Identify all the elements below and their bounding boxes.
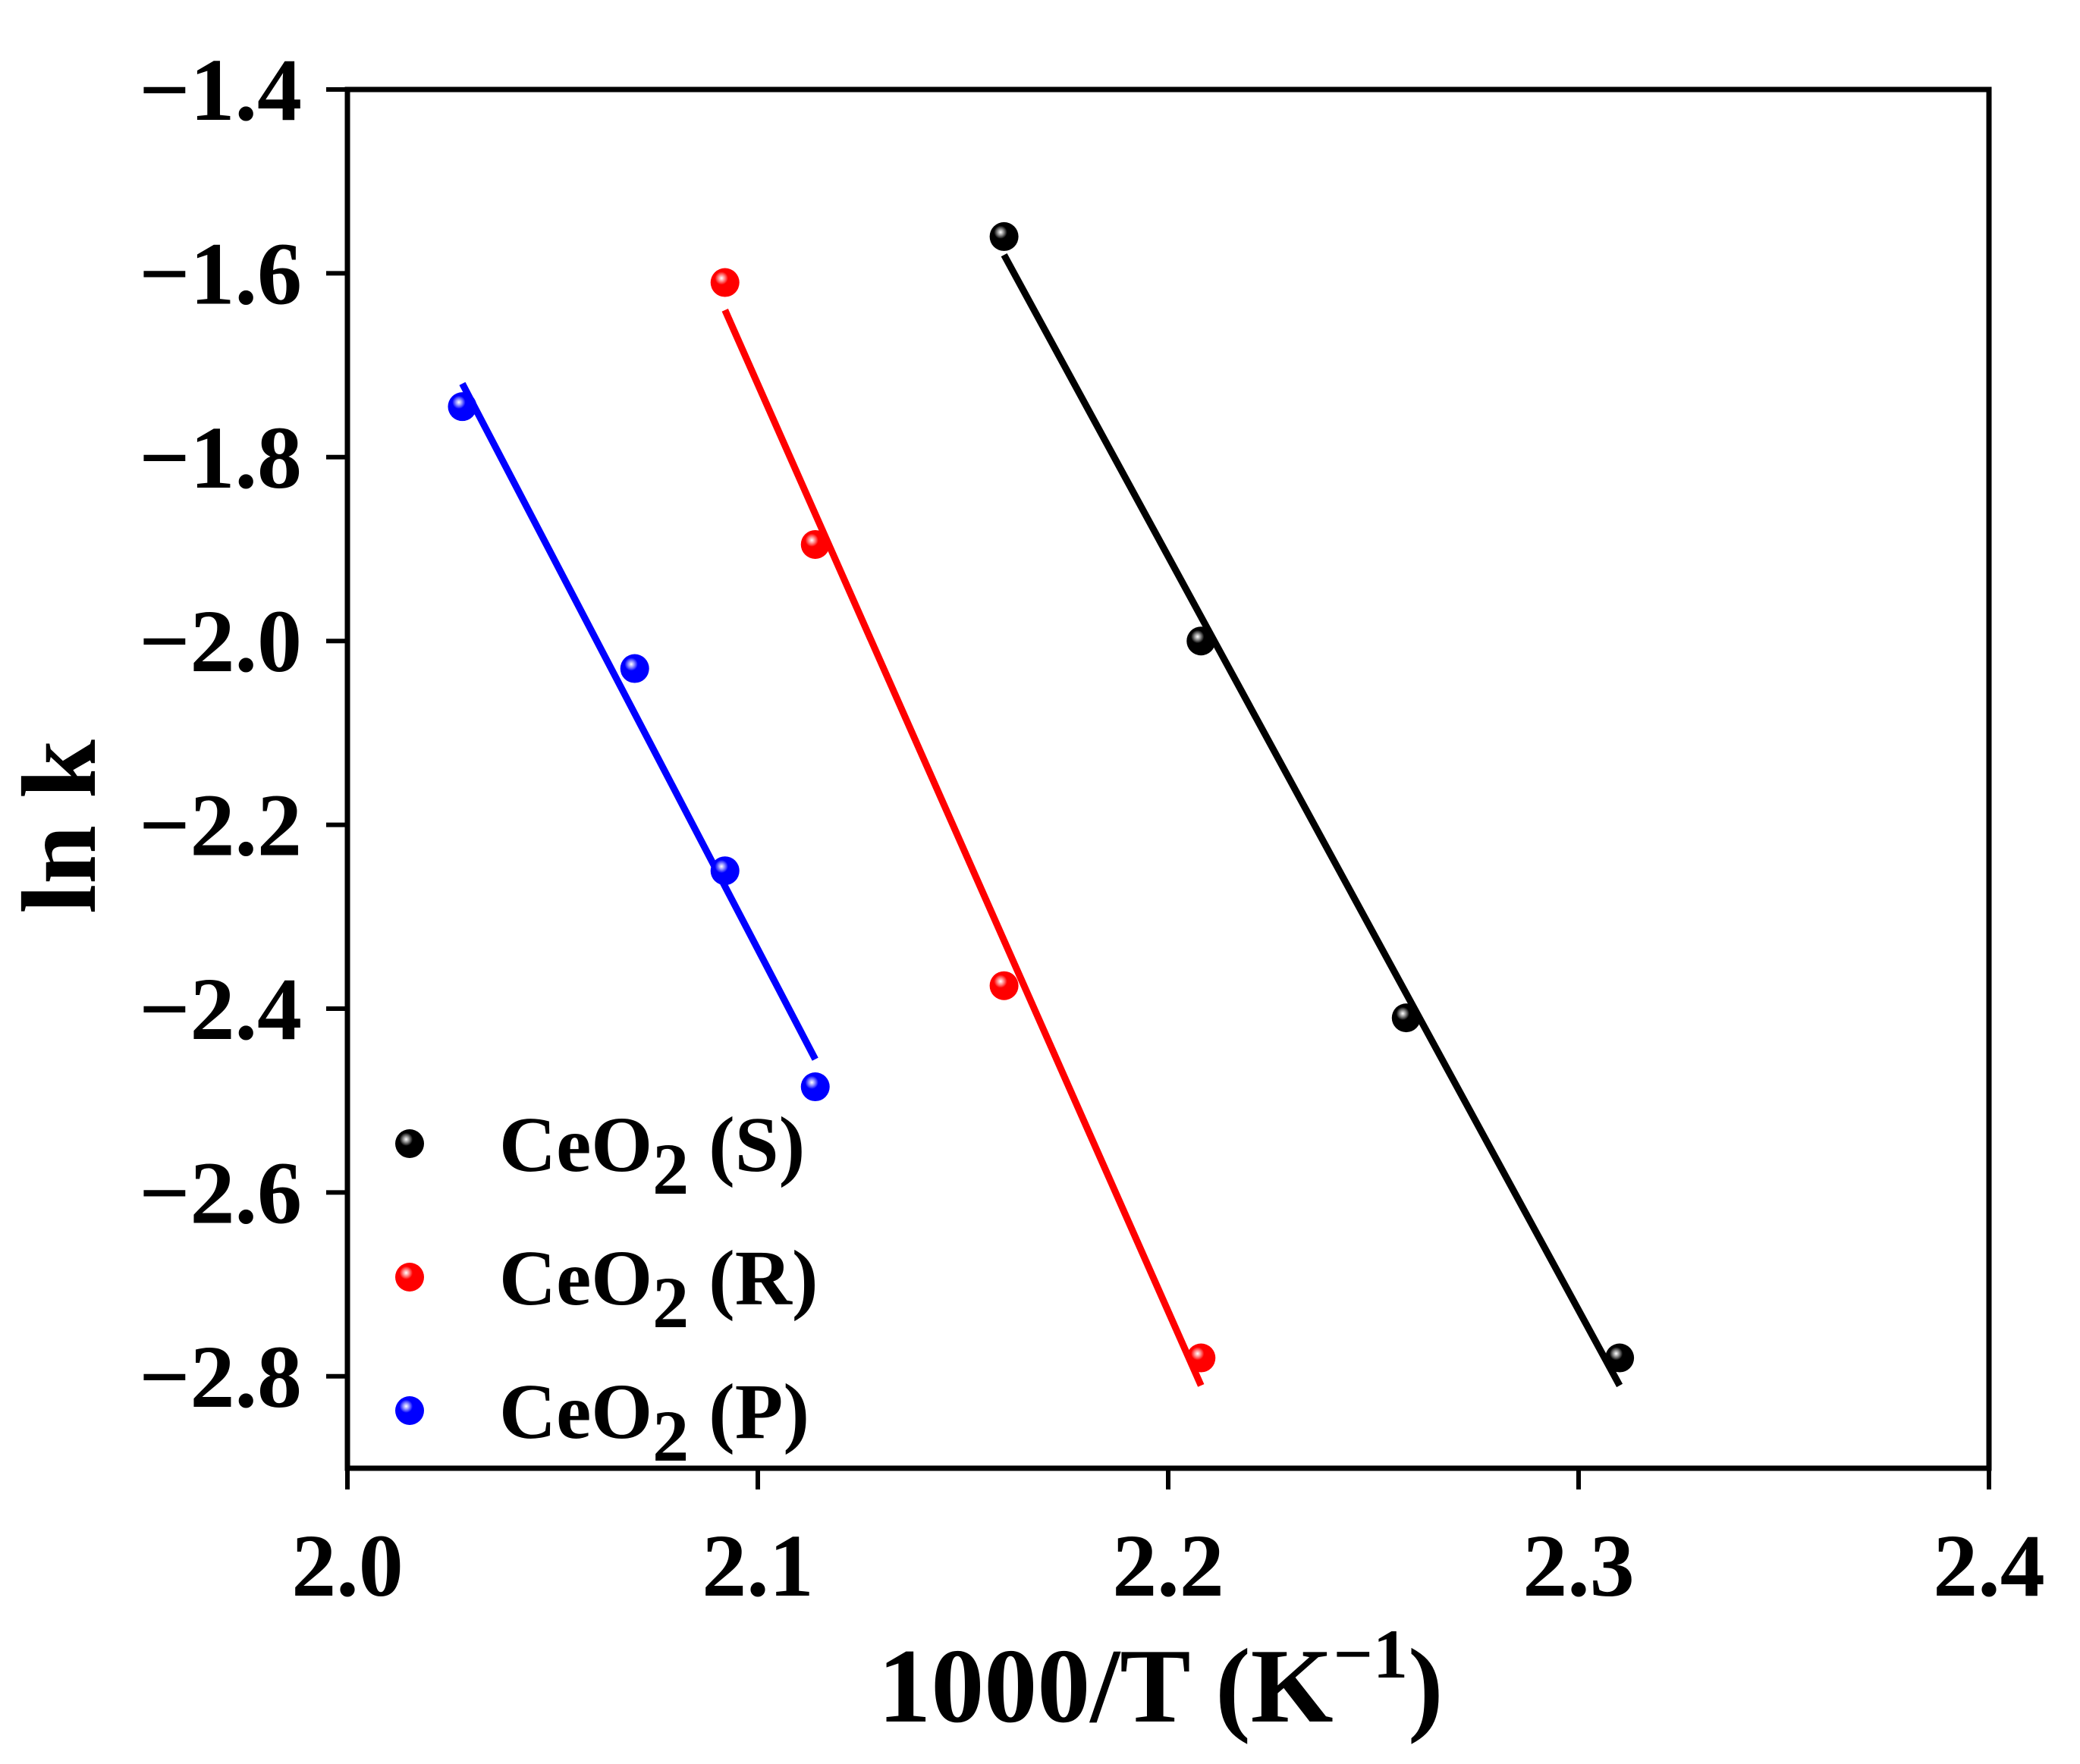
x-tick-label: 2.4: [1933, 1516, 2045, 1615]
data-point: [710, 268, 740, 297]
fit-line-0: [1001, 253, 1623, 1388]
data-points: [448, 221, 1635, 1373]
y-tick-label: −2.2: [139, 776, 302, 875]
y-tick-label: −2.0: [139, 592, 302, 691]
data-point: [710, 856, 740, 886]
y-tick-label: −2.8: [139, 1327, 302, 1427]
y-tick-label: −2.4: [139, 959, 302, 1059]
x-axis-title-superscript: −1: [1334, 1615, 1408, 1693]
fit-line-2: [459, 381, 818, 1061]
data-point: [1605, 1343, 1635, 1373]
legend-marker: [395, 1129, 424, 1158]
y-tick-label: −1.4: [139, 40, 302, 140]
y-tick-label: −1.6: [139, 224, 302, 323]
legend-marker: [395, 1396, 424, 1425]
legend-item: CeO2 (R): [395, 1235, 818, 1343]
x-tick-label: 2.1: [702, 1516, 814, 1615]
x-tick-label: 2.3: [1522, 1516, 1635, 1615]
data-point: [1391, 1003, 1421, 1033]
x-axis-ticks: 2.0 2.1 2.2 2.3 2.4: [291, 1468, 2045, 1615]
x-axis-title: 1000/T (K−1): [878, 1615, 1443, 1745]
y-axis-ticks: −2.8 −2.6 −2.4 −2.2 −2.0 −1.8 −1.6 −1.4: [139, 40, 347, 1427]
fit-lines: [459, 253, 1623, 1388]
y-tick-label: −1.8: [139, 408, 302, 507]
data-point: [800, 529, 830, 559]
data-point: [448, 392, 477, 422]
fit-line-1: [721, 309, 1205, 1387]
legend-label: CeO2 (R): [499, 1235, 818, 1343]
legend-label: CeO2 (P): [499, 1368, 809, 1477]
data-point: [989, 971, 1019, 1000]
data-point: [1186, 1343, 1216, 1373]
data-point: [1186, 626, 1216, 656]
y-tick-label: −2.6: [139, 1143, 302, 1242]
legend-item: CeO2 (S): [395, 1101, 805, 1210]
legend: CeO2 (S) CeO2 (R) CeO2 (P): [395, 1101, 818, 1477]
legend-label: CeO2 (S): [499, 1101, 805, 1210]
y-axis-title: ln k: [1, 739, 118, 914]
data-point: [800, 1072, 830, 1102]
x-tick-label: 2.2: [1112, 1516, 1224, 1615]
x-tick-label: 2.0: [291, 1516, 404, 1615]
legend-item: CeO2 (P): [395, 1368, 809, 1477]
data-point: [620, 654, 649, 683]
data-point: [989, 221, 1019, 251]
legend-marker: [395, 1263, 424, 1292]
